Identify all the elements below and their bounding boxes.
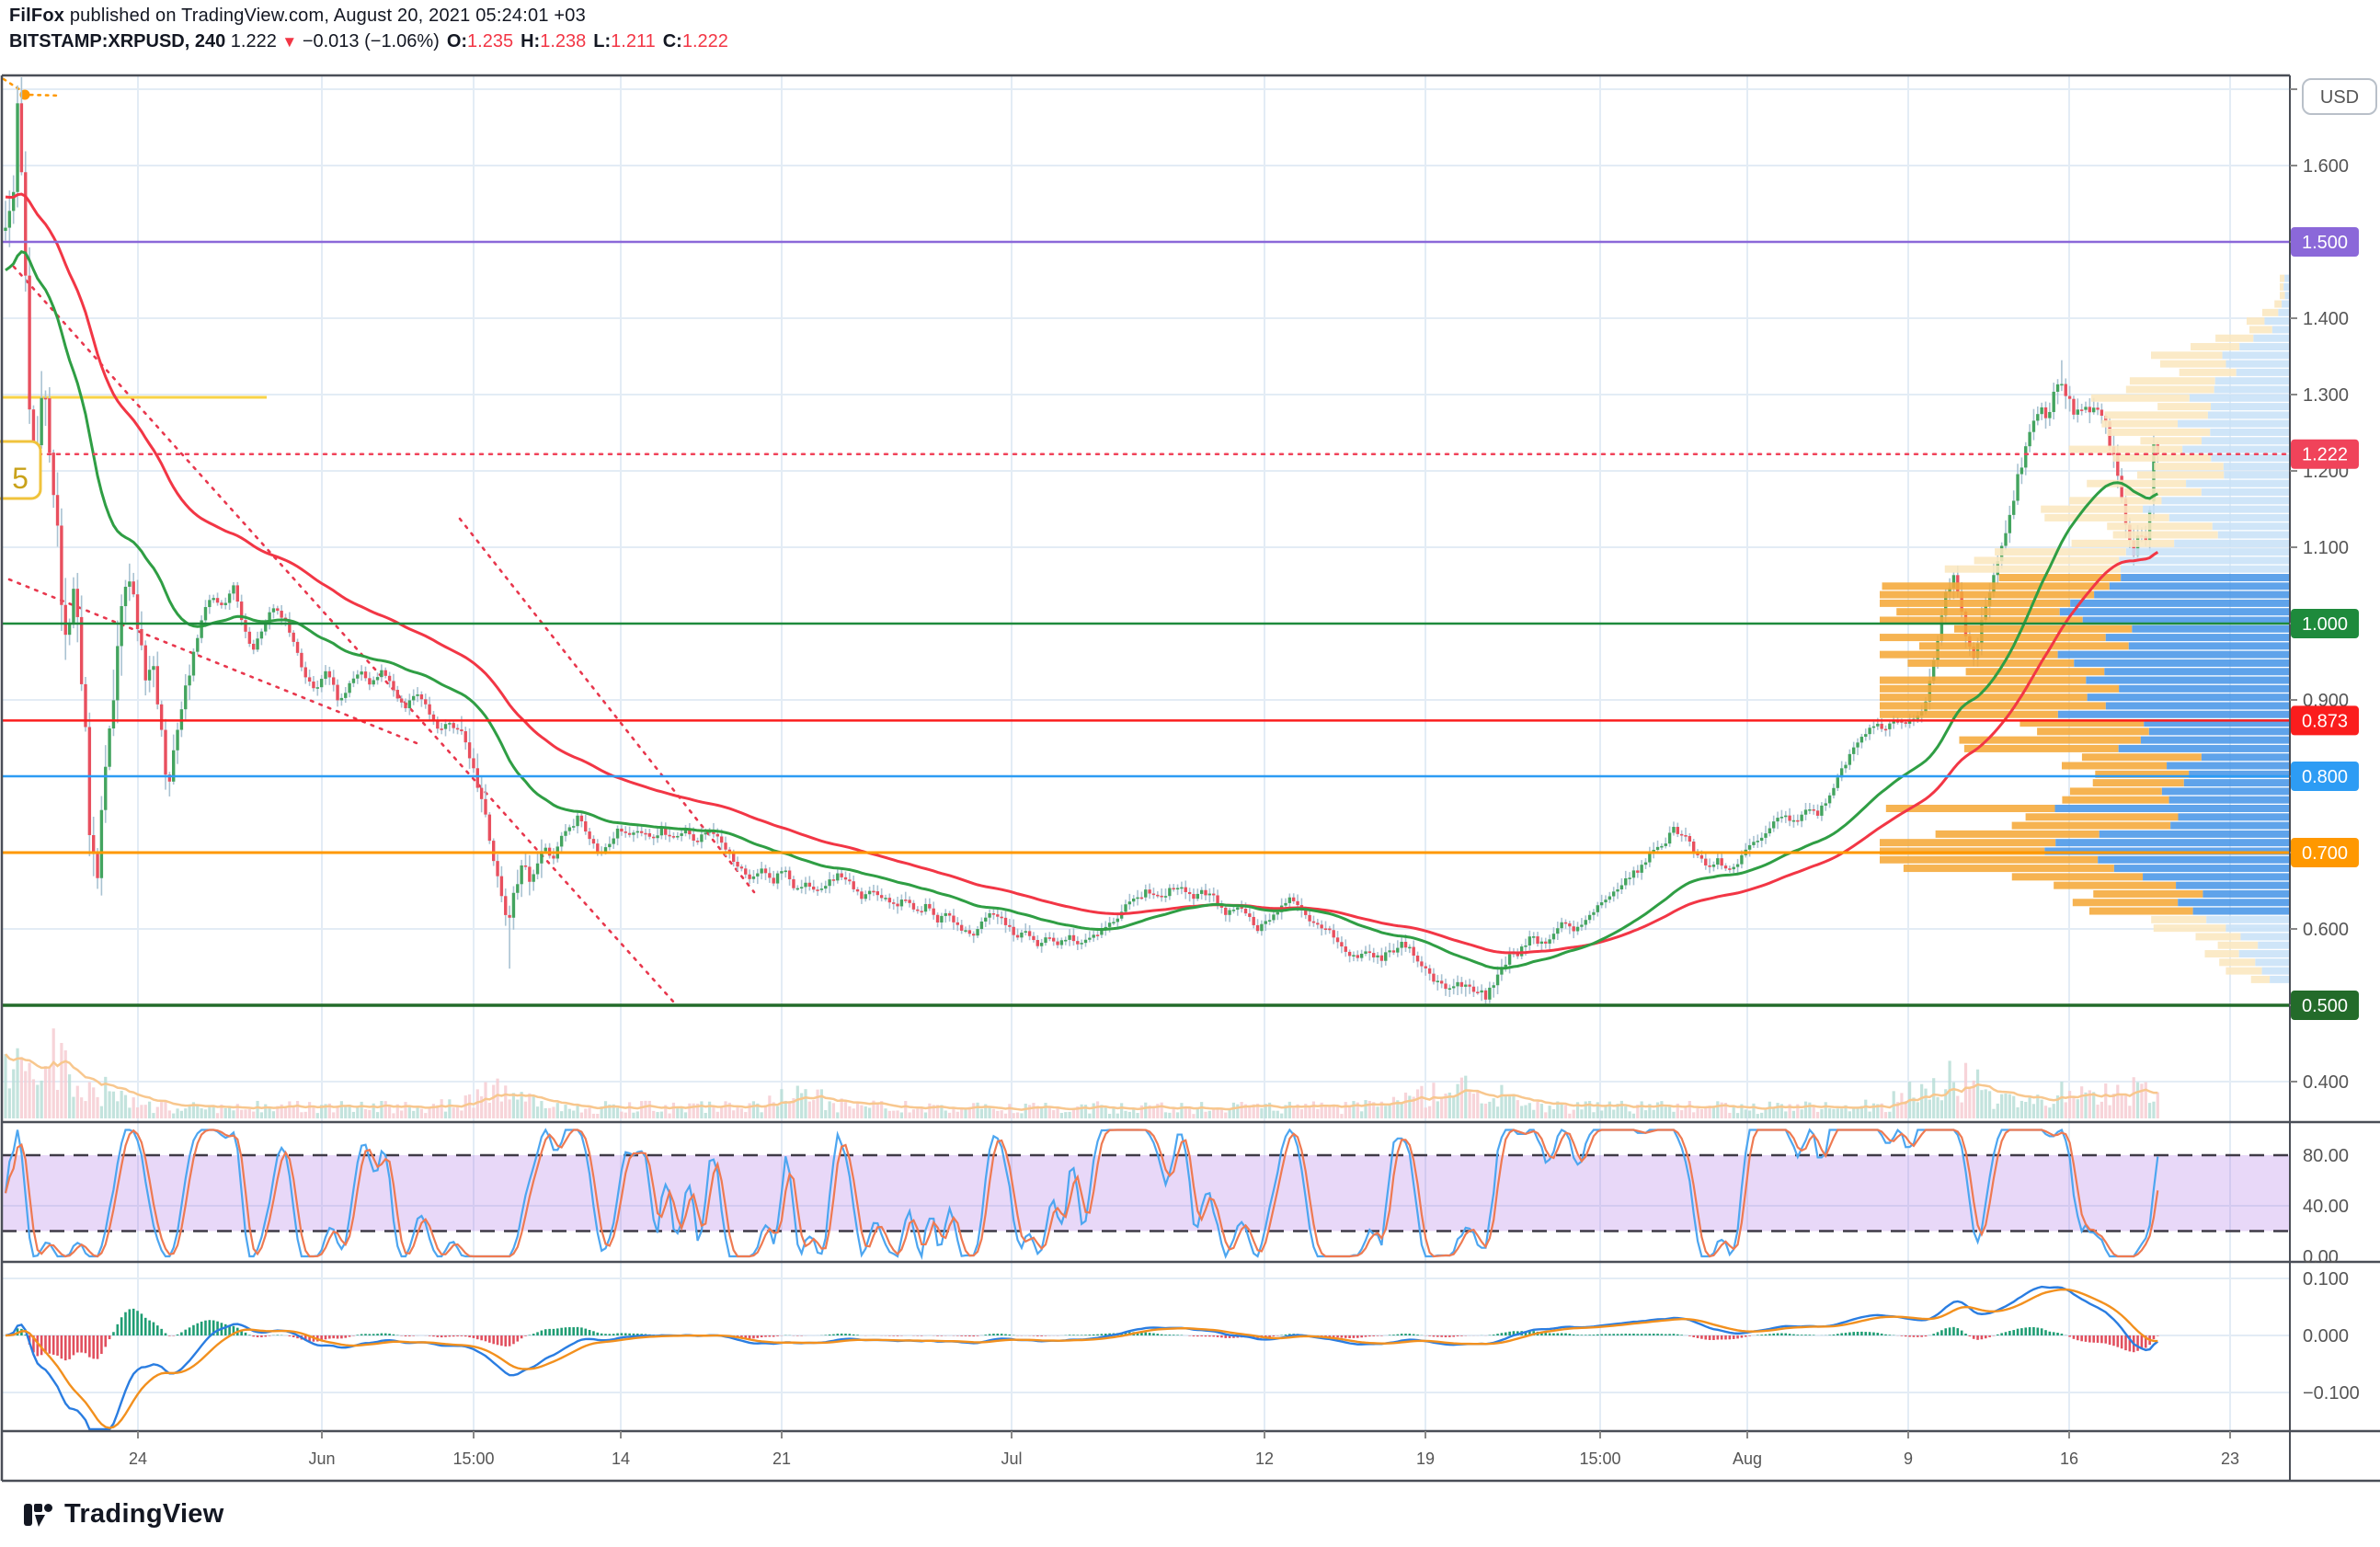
svg-text:0.100: 0.100	[2303, 1269, 2349, 1289]
currency-button[interactable]: USD	[2302, 78, 2377, 115]
open-value: 1.235	[467, 31, 514, 52]
svg-text:16: 16	[2060, 1450, 2078, 1468]
svg-text:24: 24	[129, 1450, 147, 1468]
low-value: 1.211	[611, 31, 656, 52]
symbol-title: BITSTAMP:XRPUSD, 240	[9, 31, 226, 52]
svg-text:40.00: 40.00	[2303, 1197, 2349, 1217]
svg-text:0.00: 0.00	[2303, 1247, 2339, 1267]
macd-panel-content	[5, 1285, 2159, 1431]
svg-text:80.00: 80.00	[2303, 1146, 2349, 1166]
open-label: O:	[446, 31, 468, 52]
svg-text:0.800: 0.800	[2302, 767, 2348, 787]
svg-text:14: 14	[612, 1450, 630, 1468]
svg-text:1.222: 1.222	[2302, 445, 2348, 465]
svg-text:15:00: 15:00	[1579, 1450, 1620, 1468]
svg-text:23: 23	[2221, 1450, 2239, 1468]
stochastic-band	[2, 1153, 2290, 1232]
left-price-badge: 5	[0, 440, 42, 500]
close-value: 1.222	[681, 31, 728, 52]
svg-text:0.700: 0.700	[2302, 843, 2348, 864]
volume-bars	[4, 1028, 2159, 1118]
candles-layer	[4, 77, 2159, 1004]
svg-text:1.500: 1.500	[2302, 233, 2348, 253]
symbol-info-row: BITSTAMP:XRPUSD, 240 1.222 ▼ −0.013 (−1.…	[9, 31, 728, 52]
tradingview-logo-text: TradingView	[64, 1498, 224, 1529]
svg-text:1.400: 1.400	[2303, 309, 2349, 329]
trendlines-layer	[2, 77, 756, 1004]
green-ma-line	[5, 250, 2158, 970]
svg-text:0.600: 0.600	[2303, 920, 2349, 940]
tradingview-glyph-icon	[24, 1504, 52, 1527]
svg-text:1.000: 1.000	[2302, 614, 2348, 635]
high-label: H:	[521, 31, 541, 52]
svg-text:−0.100: −0.100	[2303, 1383, 2360, 1404]
svg-text:Aug: Aug	[1733, 1450, 1762, 1468]
red-ma-line	[5, 192, 2159, 955]
publish-info: published on TradingView.com, August 20,…	[64, 6, 586, 26]
price-axis[interactable]: 1.7001.6001.5001.4001.3001.2001.1001.000…	[2290, 80, 2360, 1404]
time-axis[interactable]: 24 Jun 15:00 14 21 Jul 12 19 15:00 Aug 9 16 23	[129, 1431, 2239, 1468]
publish-byline: FilFox published on TradingView.com, Aug…	[9, 6, 586, 27]
low-label: L:	[593, 31, 612, 52]
svg-text:9: 9	[1904, 1450, 1913, 1468]
stochastic-lines	[4, 1128, 2159, 1260]
svg-text:Jul: Jul	[1001, 1450, 1022, 1468]
svg-text:0.000: 0.000	[2303, 1326, 2349, 1346]
svg-text:19: 19	[1416, 1450, 1435, 1468]
svg-text:1.300: 1.300	[2303, 385, 2349, 406]
moving-averages	[5, 192, 2159, 970]
price-change: −0.013 (−1.06%)	[302, 31, 440, 52]
last-price: 1.222	[230, 31, 277, 52]
tradingview-logo[interactable]: TradingView	[22, 1497, 224, 1530]
price-levels	[0, 240, 2292, 1007]
svg-text:21: 21	[772, 1450, 791, 1468]
svg-text:0.873: 0.873	[2302, 711, 2348, 731]
svg-text:12: 12	[1255, 1450, 1274, 1468]
close-label: C:	[662, 31, 682, 52]
author-name: FilFox	[9, 6, 65, 26]
svg-text:0.500: 0.500	[2302, 996, 2348, 1016]
svg-text:1.100: 1.100	[2303, 538, 2349, 558]
panel-frame	[0, 74, 2380, 1483]
svg-text:Jun: Jun	[308, 1450, 335, 1468]
svg-text:0.400: 0.400	[2303, 1072, 2349, 1093]
volume-profile	[1880, 274, 2289, 983]
high-value: 1.238	[540, 31, 587, 52]
svg-text:5: 5	[12, 462, 29, 495]
svg-text:USD: USD	[2320, 87, 2359, 108]
svg-text:15:00: 15:00	[452, 1450, 494, 1468]
down-arrow-icon: ▼	[281, 33, 298, 51]
svg-text:1.600: 1.600	[2303, 156, 2349, 177]
